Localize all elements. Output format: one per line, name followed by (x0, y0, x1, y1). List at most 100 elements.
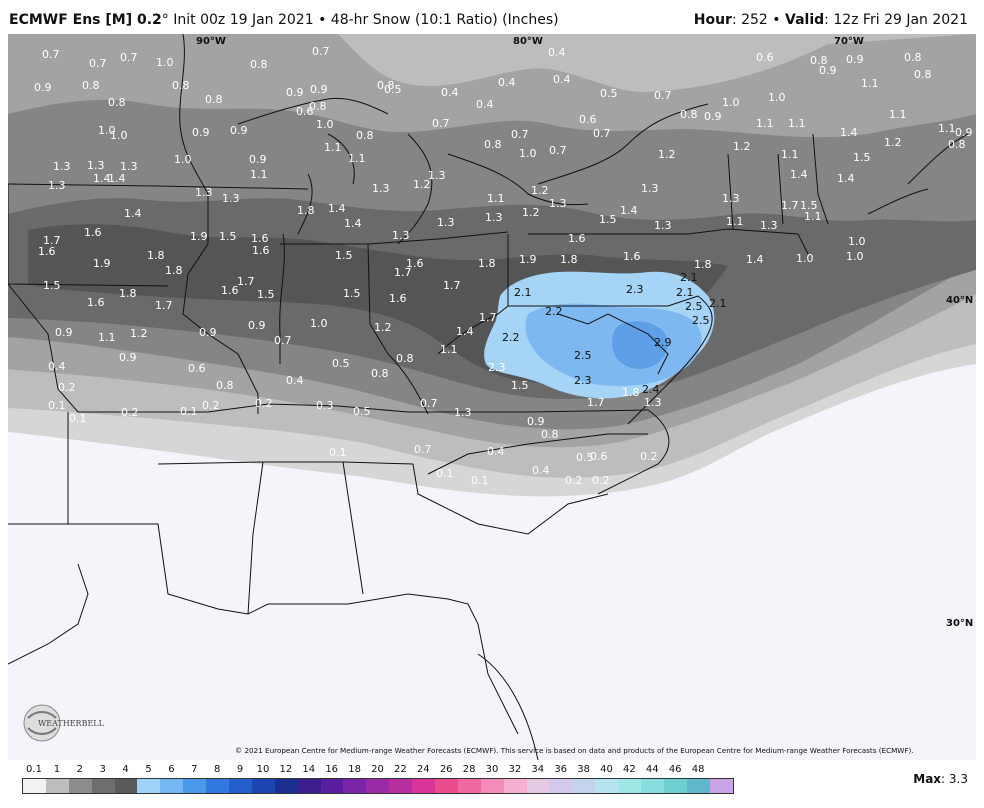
snowfall-value-label: 1.7 (237, 275, 255, 288)
snowfall-value-label: 0.2 (592, 474, 610, 487)
max-value: Max: 3.3 (913, 772, 968, 786)
colorbar-swatch (297, 779, 321, 793)
snow-band-blue-3in (612, 321, 668, 369)
snowfall-value-label: 0.8 (205, 93, 223, 106)
snowfall-value-label: 0.5 (600, 87, 618, 100)
colorbar-tick-label: 44 (645, 764, 659, 775)
snowfall-value-label: 1.8 (478, 257, 496, 270)
colorbar-tick-label: 48 (691, 764, 705, 775)
colorbar-tick-label: 8 (214, 764, 221, 775)
border-line (182, 194, 259, 414)
graticule-label: 30°N (946, 618, 973, 629)
snowfall-value-label: 1.0 (310, 317, 328, 330)
snowfall-values: 0.70.7 0.7 1.0 0.80.7 0.4 0.6 0.8 0.9 0.80.9 0.80… (34, 45, 973, 487)
border-line (397, 133, 433, 245)
snowfall-value-label: 1.4 (328, 202, 346, 215)
colorbar-swatch (480, 779, 504, 793)
colorbar-swatch (686, 779, 710, 793)
snowfall-value-label: 0.9 (704, 110, 722, 123)
colorbar-swatch (91, 779, 115, 793)
logo-graphic: WEATHERBELL (23, 704, 105, 742)
colorbar-tick-label: 16 (325, 764, 339, 775)
colorbar-tick-label: 12 (279, 764, 293, 775)
snowfall-value-label: 1.3 (454, 406, 472, 419)
header-bar: ECMWF Ens [M] 0.2° Init 00z 19 Jan 2021 … (0, 0, 984, 34)
snowfall-value-label: 1.3 (654, 219, 672, 232)
snowfall-value-label: 0.8 (948, 138, 966, 151)
map-canvas: 90°W 80°W 70°W40°N30°N 0.70.7 0.7 1.0 0.80.7 0… (8, 34, 976, 760)
colorbar-tick-label: 30 (485, 764, 499, 775)
snowfall-value-label: 0.4 (498, 76, 516, 89)
snowfall-value-label: 0.4 (286, 374, 304, 387)
hour-value: : 252 (731, 12, 768, 28)
colorbar-tick-label: 14 (302, 764, 316, 775)
init-time: Init 00z 19 Jan 2021 (168, 12, 314, 28)
snowfall-value-label: 1.9 (190, 230, 208, 243)
hour-label: Hour (693, 12, 732, 28)
colorbar-tick-label: 24 (416, 764, 430, 775)
snowfall-value-label: 1.9 (519, 253, 537, 266)
snowfall-value-label: 0.2 (565, 474, 583, 487)
snowfall-value-label: 1.3 (428, 169, 446, 182)
snowfall-value-label: 1.6 (623, 250, 641, 263)
snowfall-value-label: 1.1 (98, 331, 116, 344)
snowfall-value-label: 0.7 (432, 117, 450, 130)
border-line (447, 153, 589, 206)
snowfall-value-label: 1.4 (746, 253, 764, 266)
logo-text: WEATHERBELL (38, 719, 105, 728)
snowfall-value-label: 1.1 (938, 122, 956, 135)
snowfall-value-label: 1.1 (861, 77, 879, 90)
colorbar-swatch (183, 779, 207, 793)
separator: • (313, 12, 331, 28)
border-line (179, 34, 209, 195)
snowfall-value-label: 1.1 (348, 152, 366, 165)
colorbar-swatch (251, 779, 275, 793)
snowfall-value-label: 1.1 (889, 108, 907, 121)
colorbar-swatch (641, 779, 664, 793)
colorbar-swatch (137, 779, 161, 793)
snowfall-value-label: 1.0 (519, 147, 537, 160)
snowfall-value-label: 0.4 (48, 360, 66, 373)
colorbar-swatch (572, 779, 596, 793)
colorbar-swatch (274, 779, 298, 793)
border-line (8, 184, 169, 287)
snowfall-value-label: 1.0 (98, 124, 116, 137)
snowfall-value-label: 0.7 (120, 51, 138, 64)
snowfall-value-label: 1.5 (800, 199, 818, 212)
snowfall-value-label: 1.3 (372, 182, 390, 195)
snowfall-value-label: 0.8 (371, 367, 389, 380)
border-line (8, 283, 649, 413)
snowfall-value-label: 0.9 (527, 415, 545, 428)
colorbar-tick-label: 38 (577, 764, 590, 775)
snowfall-value-label: 1.3 (87, 159, 105, 172)
snowfall-value-label: 1.5 (853, 151, 871, 164)
snowfall-value-label: 0.7 (414, 443, 432, 456)
snowfall-value-label: 2.5 (574, 349, 592, 362)
snowfall-value-label: 1.8 (560, 253, 578, 266)
snowfall-value-label: 1.6 (252, 244, 270, 257)
snowfall-value-label: 0.2 (121, 406, 139, 419)
snowfall-value-label: 1.1 (804, 210, 822, 223)
snowfall-value-label: 1.0 (722, 96, 740, 109)
snowfall-value-label: 0.8 (810, 54, 828, 67)
snowfall-value-label: 1.1 (487, 192, 505, 205)
colorbar-swatch (366, 779, 390, 793)
border-line (387, 353, 429, 415)
border-line (157, 461, 414, 465)
weatherbell-logo: WEATHERBELL (22, 700, 108, 746)
snowfall-value-label: 0.9 (34, 81, 52, 94)
snowfall-value-label: 0.7 (593, 127, 611, 140)
snowfall-map: 90°W 80°W 70°W 40°N 30°N 0.7 0.7 0.7 1.0 0.8 0.7 0… (8, 34, 976, 760)
snowfall-value-label: 1.2 (531, 184, 549, 197)
border-line (8, 563, 89, 665)
snowfall-value-label: 0.8 (108, 96, 126, 109)
snowfall-value-label: 1.3 (392, 229, 410, 242)
snowfall-value-label: 0.8 (216, 379, 234, 392)
snowfall-value-label: 1.3 (437, 216, 455, 229)
border-line (279, 233, 285, 364)
snowfall-value-label: 0.9 (955, 126, 973, 139)
snowfall-value-label: 1.4 (124, 207, 142, 220)
colorbar-tick-label: 10 (256, 764, 270, 775)
logo-swoosh-icon (27, 727, 57, 735)
snowfall-value-label: 0.4 (476, 98, 494, 111)
